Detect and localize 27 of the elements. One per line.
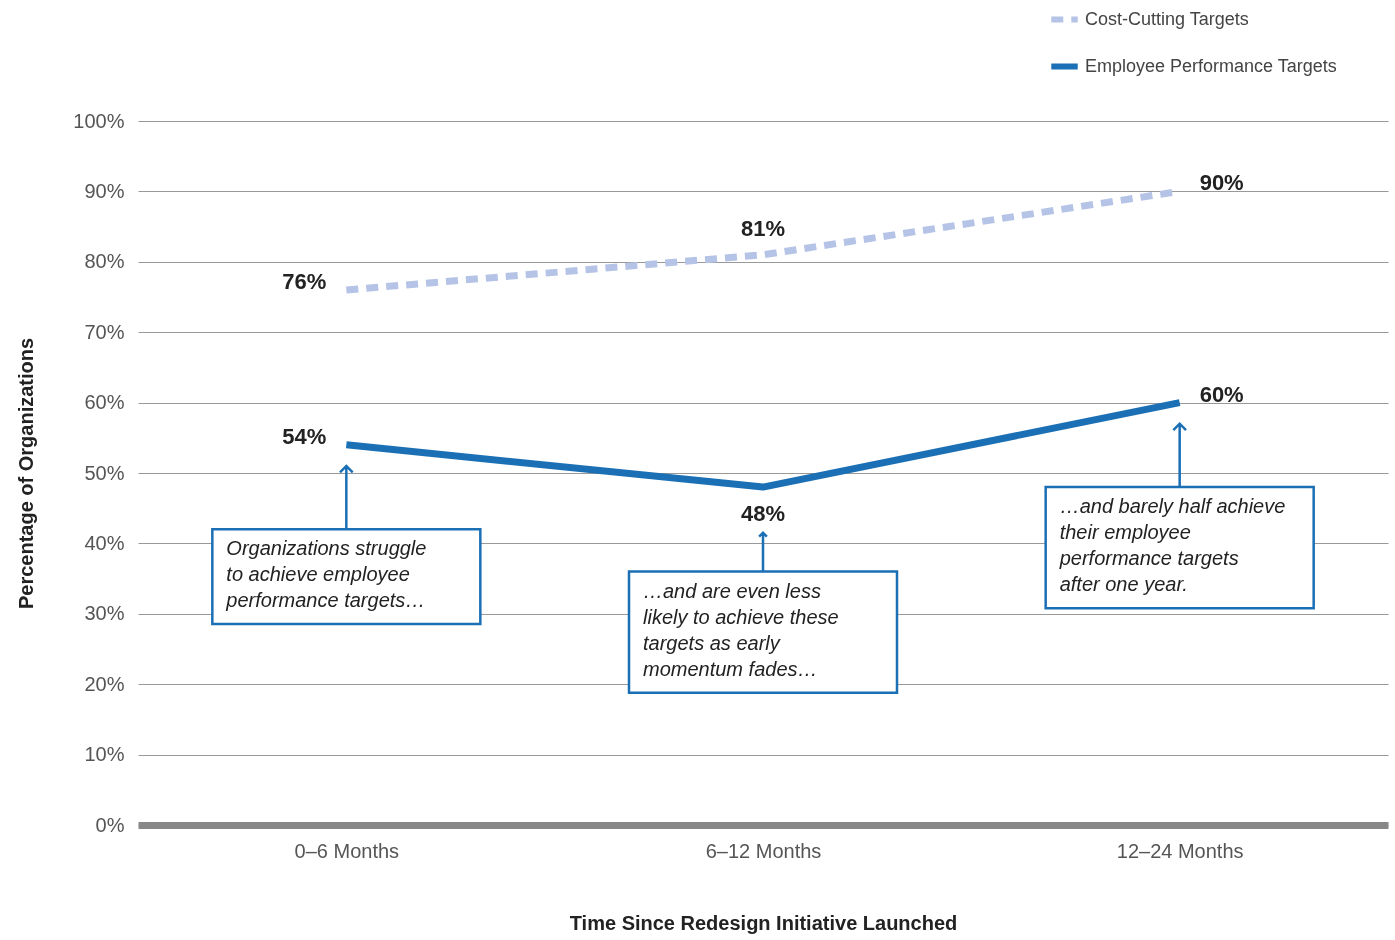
y-tick-label: 60% (84, 391, 125, 414)
y-tick-label: 50% (84, 461, 125, 484)
data-label: 54% (282, 423, 327, 449)
annotation: Organizations struggle to achieve employee performance targets… (225, 537, 427, 612)
y-tick-label: 70% (84, 320, 125, 343)
annotation: …and are even less likely to achieve these targets as early momentum fades… (643, 579, 839, 680)
y-tick-label: 40% (84, 531, 125, 554)
data-label: 81% (740, 215, 786, 241)
x-tick-label: 0–6 Months (294, 839, 400, 862)
y-tick-label: 80% (84, 250, 125, 273)
legend-label: Cost-Cutting Targets (1085, 8, 1249, 29)
data-label: 60% (1199, 381, 1244, 407)
y-tick-label: 10% (84, 743, 125, 766)
data-label: 48% (740, 501, 786, 527)
annotation: …and barely half achieve their employee performance targets after one year. (1058, 495, 1286, 596)
x-tick-label: 6–12 Months (705, 839, 822, 862)
data-label: 76% (282, 268, 327, 294)
y-tick-label: 90% (84, 179, 125, 202)
data-label: 90% (1199, 170, 1244, 196)
y-tick-label: 20% (84, 672, 125, 695)
x-axis-title: Time Since Redesign Initiative Launched (569, 911, 958, 934)
y-tick-label: 100% (73, 109, 125, 132)
y-axis-title: Percentage of Organizations (15, 337, 38, 610)
y-tick-label: 30% (84, 602, 125, 625)
y-tick-label: 0% (95, 813, 125, 836)
legend-label: Employee Performance Targets (1085, 55, 1337, 76)
x-tick-label: 12–24 Months (1116, 839, 1244, 862)
